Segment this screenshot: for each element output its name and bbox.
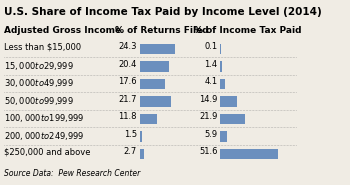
Text: 2.7: 2.7 [124, 147, 137, 156]
Bar [140, 131, 142, 142]
Text: 0.1: 0.1 [204, 42, 217, 51]
Text: $30,000 to $49,999: $30,000 to $49,999 [4, 77, 74, 89]
Bar [140, 96, 171, 107]
Bar [140, 114, 157, 124]
Text: $15,000 to $29,999: $15,000 to $29,999 [4, 60, 74, 72]
Text: 1.4: 1.4 [204, 60, 217, 69]
Bar [220, 61, 222, 72]
Bar [220, 114, 245, 124]
Text: $250,000 and above: $250,000 and above [4, 147, 91, 156]
Text: $200,000 to $249,999: $200,000 to $249,999 [4, 130, 85, 142]
Text: 20.4: 20.4 [119, 60, 137, 69]
Bar [220, 131, 227, 142]
Text: Source Data:  Pew Research Center: Source Data: Pew Research Center [4, 169, 141, 178]
Text: 5.9: 5.9 [204, 130, 217, 139]
Bar [140, 79, 165, 89]
Text: $50,000 to $99,999: $50,000 to $99,999 [4, 95, 74, 107]
Text: U.S. Share of Income Tax Paid by Income Level (2014): U.S. Share of Income Tax Paid by Income … [4, 7, 322, 17]
Text: % of Returns Filed: % of Returns Filed [115, 26, 208, 35]
Text: $100,000 to $199,999: $100,000 to $199,999 [4, 112, 85, 124]
Bar [140, 44, 175, 54]
Text: 21.9: 21.9 [199, 112, 217, 121]
Bar [220, 79, 225, 89]
Bar [140, 61, 169, 72]
Text: 17.6: 17.6 [118, 77, 137, 86]
Text: 4.1: 4.1 [204, 77, 217, 86]
Text: % of Income Tax Paid: % of Income Tax Paid [194, 26, 301, 35]
Text: 1.5: 1.5 [124, 130, 137, 139]
Text: 14.9: 14.9 [199, 95, 217, 104]
Text: 11.8: 11.8 [119, 112, 137, 121]
Bar [220, 96, 237, 107]
Bar [140, 149, 144, 159]
Text: 21.7: 21.7 [119, 95, 137, 104]
Text: Adjusted Gross Income: Adjusted Gross Income [4, 26, 121, 35]
Text: 24.3: 24.3 [119, 42, 137, 51]
Text: Less than $15,000: Less than $15,000 [4, 42, 82, 51]
Text: 51.6: 51.6 [199, 147, 217, 156]
Bar [220, 149, 278, 159]
